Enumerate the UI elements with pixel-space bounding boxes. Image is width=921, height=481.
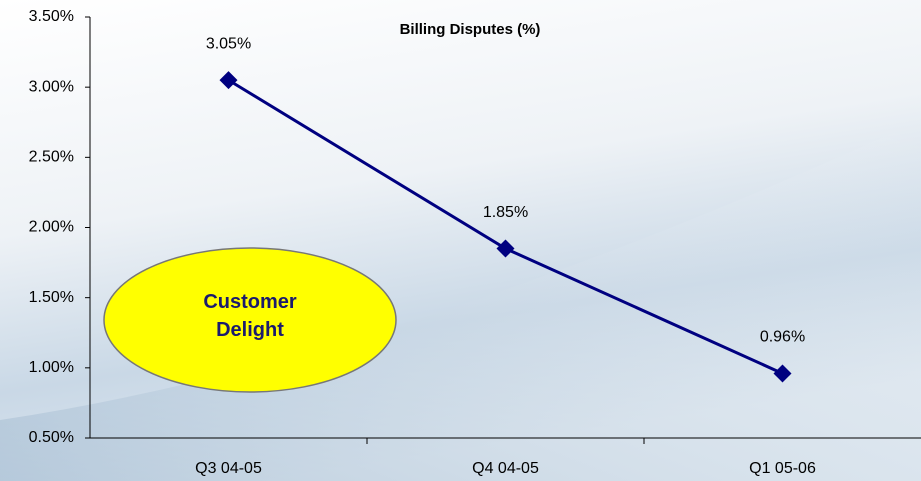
y-tick-label: 2.00% <box>29 219 74 236</box>
y-tick-label: 3.50% <box>29 8 74 25</box>
y-tick-label: 0.50% <box>29 429 74 446</box>
data-point <box>496 239 515 258</box>
x-tick-label: Q3 04-05 <box>195 460 262 477</box>
data-point <box>219 71 238 90</box>
chart-title: Billing Disputes (%) <box>400 21 541 38</box>
data-point <box>773 364 792 383</box>
x-tick-label: Q1 05-06 <box>749 460 816 477</box>
y-tick-label: 2.50% <box>29 149 74 166</box>
y-tick-label: 1.50% <box>29 289 74 306</box>
annotation-ellipse <box>103 247 397 393</box>
data-label: 3.05% <box>206 35 251 52</box>
y-tick-label: 1.00% <box>29 359 74 376</box>
y-tick-label: 3.00% <box>29 78 74 95</box>
data-label: 0.96% <box>760 329 805 346</box>
annotation: Customer Delight <box>203 291 297 341</box>
x-tick-label: Q4 04-05 <box>472 460 539 477</box>
data-label: 1.85% <box>483 204 528 221</box>
